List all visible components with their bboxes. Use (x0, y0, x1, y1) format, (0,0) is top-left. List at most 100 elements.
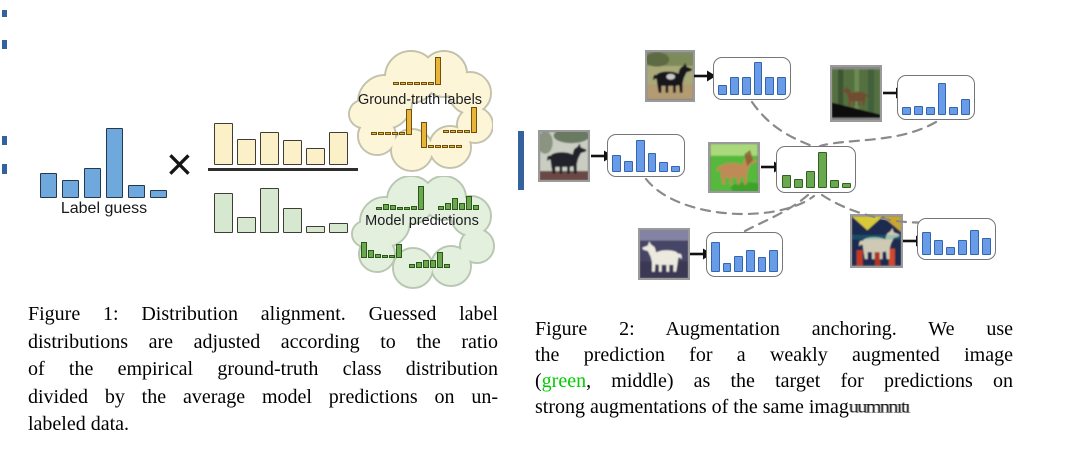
bar (418, 186, 424, 210)
caption-line: Figure 2: Augmentation anchoring. We use (535, 318, 1013, 340)
ground-truth-distribution-chart (214, 122, 348, 165)
bar (409, 264, 415, 268)
bar (958, 240, 967, 255)
bar (741, 77, 751, 95)
bar (841, 183, 851, 188)
caption-line: labeled data. (28, 413, 130, 435)
bar (769, 250, 779, 272)
bar (937, 83, 947, 115)
bar (949, 107, 959, 115)
bar (805, 171, 815, 188)
bar (128, 185, 145, 198)
arrow-icon (694, 70, 716, 82)
screenshot-artifact (2, 40, 7, 49)
prediction-chart-bottom-right (917, 218, 996, 260)
screenshot-artifact (2, 164, 7, 174)
one-hot-label-chart (393, 55, 441, 85)
bar (428, 82, 434, 85)
bar (443, 130, 449, 133)
prediction-chart-top-right (897, 75, 975, 120)
bar (466, 196, 472, 210)
bar (416, 262, 422, 268)
bar (925, 107, 935, 115)
bar (435, 57, 441, 85)
caption-text: ( (535, 370, 542, 392)
prediction-chart-top-left (713, 57, 791, 100)
bar (392, 132, 398, 135)
bar (260, 188, 279, 233)
model-prediction-mini-chart (361, 234, 402, 258)
bar (306, 148, 325, 165)
bar (382, 255, 388, 258)
bar (612, 155, 621, 172)
bar (150, 190, 167, 198)
bar (793, 179, 803, 188)
bar (40, 173, 57, 198)
bar (383, 204, 389, 210)
bar (106, 128, 123, 198)
screenshot-artifact (2, 10, 7, 17)
bar (214, 123, 233, 165)
caption-text: strong augmentations of the same imag (535, 396, 849, 418)
model-prediction-mini-chart (409, 244, 450, 268)
one-hot-label-chart (371, 107, 412, 135)
bar (671, 166, 680, 172)
caption-line: strong augmentations of the same imaguum… (535, 394, 1013, 420)
bar (934, 240, 943, 255)
bar (734, 256, 743, 272)
bar (452, 198, 458, 210)
caption-line: (green, middle) as the target for predic… (535, 368, 1013, 394)
caption-line: the prediction for a weakly augmented im… (535, 344, 1013, 366)
bar (260, 132, 279, 165)
bar (450, 130, 456, 133)
bar (435, 145, 441, 148)
bar (922, 232, 931, 255)
bar (902, 107, 911, 115)
bar (390, 205, 396, 210)
bar (283, 208, 302, 233)
bar (414, 82, 420, 85)
horse-image-strong-aug-white (638, 228, 690, 280)
bar (371, 132, 377, 135)
bar (396, 244, 402, 258)
one-hot-label-chart (443, 103, 477, 133)
bar (438, 206, 444, 210)
caption-green-word: green (541, 370, 587, 392)
prediction-chart-center-weak (776, 146, 856, 193)
horse-image-strong-aug-forest (830, 65, 882, 122)
figure2-caption: Figure 2: Augmentation anchoring. We use… (535, 316, 1013, 420)
cloud-shape (348, 50, 493, 172)
bar (710, 242, 720, 272)
bar (961, 99, 970, 115)
model-prediction-mini-chart (438, 186, 479, 210)
bar (464, 130, 470, 133)
horse-image-weak-aug (708, 142, 760, 193)
bar (368, 250, 374, 258)
bar (421, 122, 427, 148)
bar (428, 145, 434, 148)
bar (444, 264, 450, 268)
screenshot-artifact (518, 131, 524, 190)
caption-line: distributions are adjusted according to … (28, 330, 498, 353)
bar (329, 132, 348, 165)
caption-text: , middle) as the target for predictions … (586, 370, 1013, 392)
bar (237, 217, 256, 233)
bar (404, 207, 410, 210)
bar (623, 161, 633, 172)
multiplication-sign: × (166, 138, 193, 190)
fraction-bar (208, 168, 358, 171)
figure1-caption: Figure 1: Distribution alignment. Guesse… (28, 301, 498, 439)
label-guess-label: Label guess (60, 200, 148, 217)
bar (757, 257, 767, 272)
bar (456, 145, 462, 148)
bar (306, 226, 325, 233)
screenshot-artifact (2, 136, 7, 145)
bar (407, 82, 413, 85)
bar (389, 255, 395, 258)
bar (913, 106, 923, 115)
bar (421, 82, 427, 85)
bar (946, 247, 955, 255)
bar (361, 242, 367, 258)
bar (385, 132, 391, 135)
